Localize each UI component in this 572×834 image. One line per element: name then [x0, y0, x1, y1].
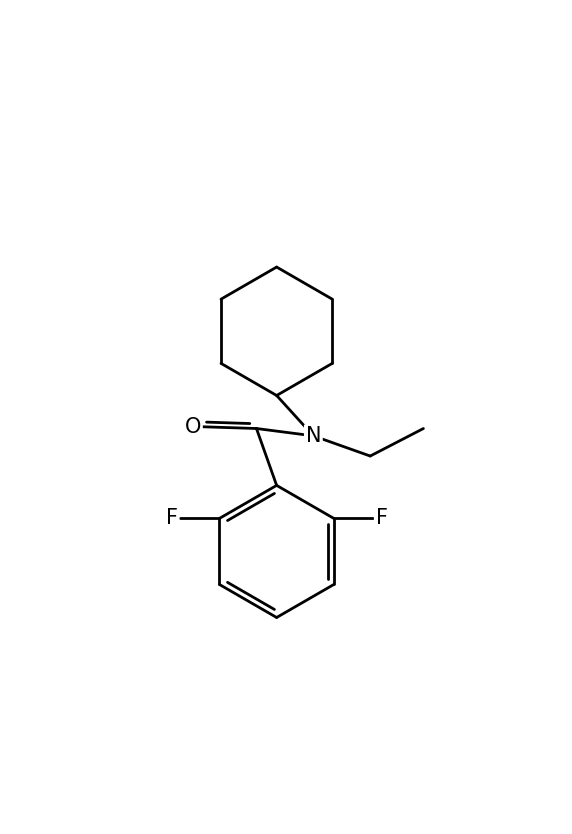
Text: O: O — [185, 417, 201, 437]
Text: N: N — [305, 426, 321, 446]
Text: F: F — [376, 509, 388, 529]
Text: F: F — [166, 509, 178, 529]
